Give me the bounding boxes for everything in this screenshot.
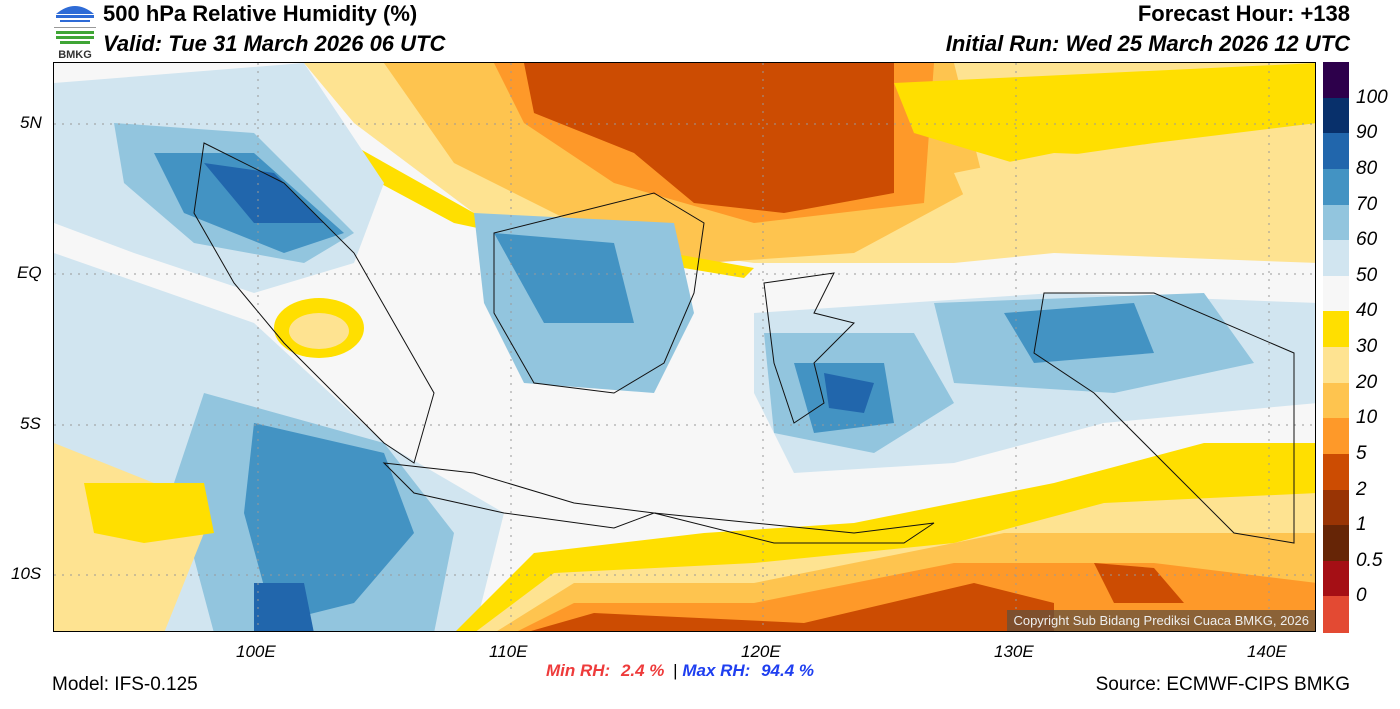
humidity-field bbox=[54, 63, 1315, 631]
model-label: Model: IFS-0.125 bbox=[52, 674, 198, 695]
colorbar-bin bbox=[1323, 347, 1349, 384]
lon-label: 140E bbox=[1247, 642, 1287, 661]
min-rh-value: 2.4 % bbox=[620, 661, 665, 680]
colorbar-label: 90 bbox=[1356, 122, 1378, 144]
lat-label: 10S bbox=[11, 564, 42, 583]
colorbar-bin bbox=[1323, 62, 1349, 99]
bmkg-logo: BMKG bbox=[52, 2, 98, 61]
lon-label: 130E bbox=[994, 642, 1034, 661]
min-rh-label: Min RH: bbox=[546, 661, 611, 680]
colorbar bbox=[1323, 62, 1349, 633]
lat-label: 5N bbox=[20, 113, 42, 132]
copyright-notice: Copyright Sub Bidang Prediksi Cuaca BMKG… bbox=[1007, 610, 1315, 631]
colorbar-bin bbox=[1323, 204, 1349, 241]
colorbar-label: 10 bbox=[1356, 407, 1378, 429]
colorbar-label: 0 bbox=[1356, 585, 1367, 607]
colorbar-label: 70 bbox=[1356, 193, 1378, 215]
max-rh-value: 94.4 % bbox=[761, 661, 815, 680]
colorbar-bin bbox=[1323, 133, 1349, 170]
colorbar-label: 80 bbox=[1356, 157, 1378, 179]
humidity-map bbox=[53, 62, 1316, 632]
colorbar-bin bbox=[1323, 418, 1349, 455]
colorbar-bin bbox=[1323, 596, 1349, 633]
max-rh-label: Max RH: bbox=[682, 661, 751, 680]
colorbar-bin bbox=[1323, 382, 1349, 419]
svg-text:BMKG: BMKG bbox=[58, 49, 92, 60]
colorbar-bin bbox=[1323, 240, 1349, 277]
colorbar-bin bbox=[1323, 489, 1349, 526]
colorbar-bin bbox=[1323, 275, 1349, 312]
colorbar-bin bbox=[1323, 168, 1349, 205]
colorbar-label: 40 bbox=[1356, 300, 1378, 322]
colorbar-label: 1 bbox=[1356, 514, 1367, 536]
colorbar-label: 60 bbox=[1356, 229, 1378, 251]
source-label: Source: ECMWF-CIPS BMKG bbox=[1095, 674, 1350, 695]
lon-label: 110E bbox=[489, 642, 528, 661]
colorbar-label: 2 bbox=[1356, 478, 1367, 500]
colorbar-bin bbox=[1323, 311, 1349, 348]
colorbar-bin bbox=[1323, 453, 1349, 490]
lon-label: 100E bbox=[236, 642, 276, 661]
colorbar-label: 50 bbox=[1356, 264, 1378, 286]
colorbar-label: 30 bbox=[1356, 336, 1378, 357]
map-title: 500 hPa Relative Humidity (%) bbox=[103, 1, 418, 26]
lon-label: 120E bbox=[741, 642, 781, 661]
valid-time: Valid: Tue 31 March 2026 06 UTC bbox=[103, 31, 446, 56]
colorbar-label: 20 bbox=[1356, 371, 1378, 393]
colorbar-bin bbox=[1323, 97, 1349, 134]
stats-separator: | bbox=[673, 661, 678, 680]
forecast-hour: Forecast Hour: +138 bbox=[1137, 1, 1350, 26]
colorbar-label: 0.5 bbox=[1356, 549, 1383, 571]
colorbar-label: 5 bbox=[1356, 442, 1367, 464]
colorbar-bin bbox=[1323, 560, 1349, 597]
rh-stats: Min RH: 2.4 % | Max RH: 94.4 % bbox=[546, 661, 814, 681]
colorbar-label: 100 bbox=[1356, 86, 1388, 108]
initial-run: Initial Run: Wed 25 March 2026 12 UTC bbox=[945, 31, 1350, 56]
lat-label: 5S bbox=[20, 414, 41, 433]
lat-label: EQ bbox=[17, 263, 42, 282]
colorbar-bin bbox=[1323, 525, 1349, 562]
